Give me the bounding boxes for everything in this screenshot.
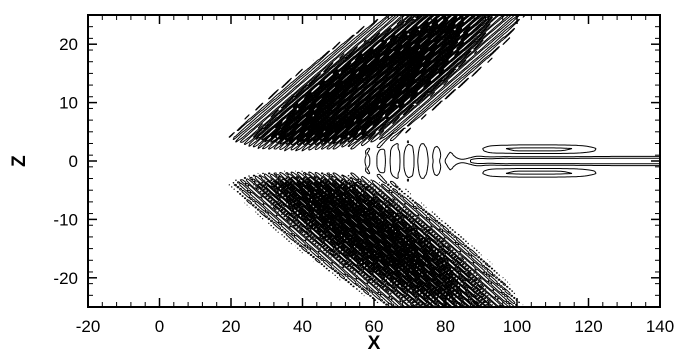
x-tick-label: 120 bbox=[574, 317, 602, 336]
x-tick-labels: -20 0 20 40 60 80 100 120 140 bbox=[76, 317, 674, 336]
x-axis-title: X bbox=[368, 333, 381, 349]
y-axis-title: Z bbox=[9, 155, 30, 167]
y-tick-labels: -20 -10 0 10 20 bbox=[53, 35, 78, 288]
x-tick-label: 20 bbox=[222, 317, 241, 336]
x-tick-label: 60 bbox=[365, 317, 384, 336]
x-tick-label: 100 bbox=[503, 317, 531, 336]
x-tick-label: 80 bbox=[436, 317, 455, 336]
y-tick-label: -20 bbox=[53, 269, 78, 288]
y-tick-label: 0 bbox=[69, 152, 78, 171]
axis-ticks bbox=[87, 14, 661, 308]
x-tick-label: 0 bbox=[155, 317, 164, 336]
x-tick-label: 40 bbox=[293, 317, 312, 336]
y-tick-label: 20 bbox=[59, 35, 78, 54]
x-tick-label: -20 bbox=[76, 317, 101, 336]
y-tick-label: -10 bbox=[53, 210, 78, 229]
contour-level bbox=[290, 34, 438, 286]
contour-lines bbox=[228, 15, 660, 307]
y-tick-label: 10 bbox=[59, 94, 78, 113]
x-tick-label: 140 bbox=[646, 317, 674, 336]
